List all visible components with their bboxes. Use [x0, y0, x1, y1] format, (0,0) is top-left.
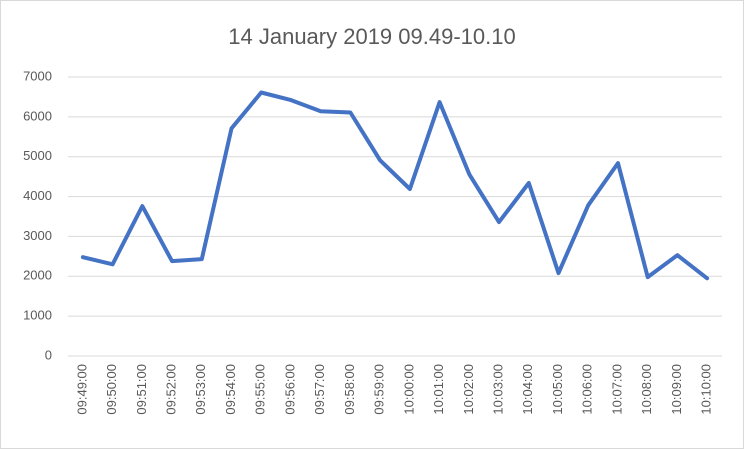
x-tick-label: 10:03:00	[490, 364, 505, 415]
y-tick-label: 0	[45, 347, 52, 362]
x-tick-label: 09:52:00	[163, 364, 178, 415]
x-tick-label: 09:51:00	[134, 364, 149, 415]
chart-title: 14 January 2019 09.49-10.10	[228, 24, 515, 49]
x-tick-label: 09:50:00	[104, 364, 119, 415]
y-tick-label: 7000	[23, 68, 52, 83]
y-tick-label: 4000	[23, 188, 52, 203]
x-tick-label: 10:08:00	[639, 364, 654, 415]
x-tick-label: 10:02:00	[461, 364, 476, 415]
x-tick-label: 09:53:00	[193, 364, 208, 415]
x-tick-label: 10:07:00	[609, 364, 624, 415]
x-tick-label: 10:10:00	[699, 364, 714, 415]
x-tick-label: 09:49:00	[74, 364, 89, 415]
data-line	[80, 90, 710, 281]
y-tick-label: 6000	[23, 108, 52, 123]
y-tick-label: 5000	[23, 148, 52, 163]
x-tick-label: 09:54:00	[223, 364, 238, 415]
x-tick-label: 10:06:00	[580, 364, 595, 415]
x-tick-label: 10:00:00	[401, 364, 416, 415]
x-tick-label: 09:56:00	[282, 364, 297, 415]
x-tick-label: 09:55:00	[253, 364, 268, 415]
x-tick-label: 09:58:00	[342, 364, 357, 415]
y-tick-label: 2000	[23, 268, 52, 283]
x-tick-label: 10:05:00	[550, 364, 565, 415]
y-tick-label: 1000	[23, 308, 52, 323]
x-tick-label: 09:59:00	[372, 364, 387, 415]
y-tick-label: 3000	[23, 228, 52, 243]
x-tick-label: 10:09:00	[669, 364, 684, 415]
x-tick-label: 10:04:00	[520, 364, 535, 415]
x-tick-label: 09:57:00	[312, 364, 327, 415]
x-tick-label: 10:01:00	[431, 364, 446, 415]
